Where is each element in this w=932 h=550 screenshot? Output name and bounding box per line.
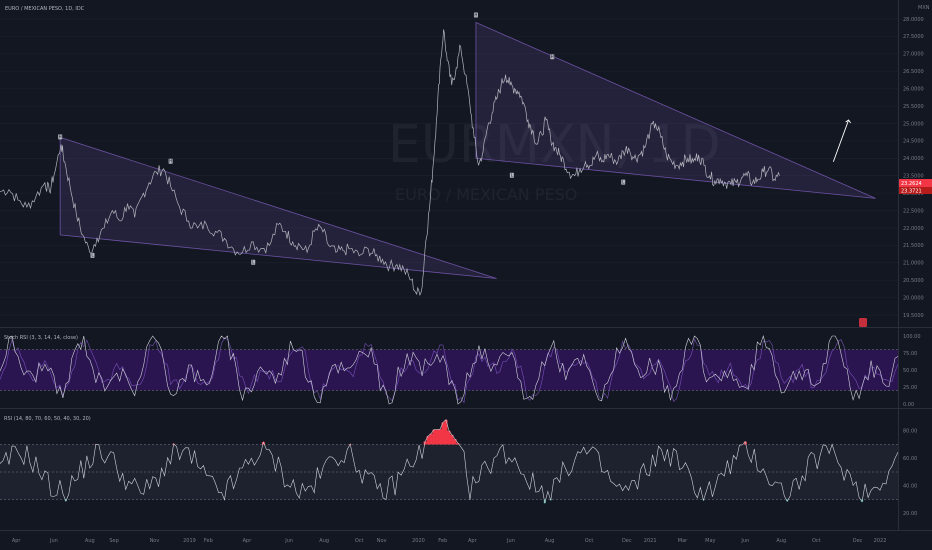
watermark-symbol: EURMXN, 1D <box>388 115 721 175</box>
pivot-marker <box>168 158 173 164</box>
price-line-series[interactable] <box>0 29 780 297</box>
rsi-tick-label: 40.00 <box>903 484 917 490</box>
pivot-marker <box>473 12 478 18</box>
time-tick-label: Oct <box>585 538 594 544</box>
time-tick-label: Aug <box>545 538 555 544</box>
price-tick-label: 21.0000 <box>903 261 924 267</box>
time-tick-label: Oct <box>812 538 821 544</box>
rsi-axis[interactable]: 80.00 60.00 40.00 20.00 <box>903 429 917 518</box>
price-pane[interactable]: H L H L H L H L <box>0 12 898 316</box>
time-tick-label: Nov <box>377 538 387 544</box>
triangle-pattern[interactable] <box>59 136 497 279</box>
chart-title: EURO / MEXICAN PESO, 1D, IDC <box>5 6 85 12</box>
stoch-tick-label: 25.00 <box>903 385 917 391</box>
stoch-tick-label: 100.00 <box>903 334 921 340</box>
time-tick-label: Apr <box>243 538 253 544</box>
price-tick-label: 27.5000 <box>903 34 924 40</box>
stoch-tick-label: 0.00 <box>903 402 914 408</box>
pivot-marker-label: H <box>59 134 62 139</box>
time-tick-label: Dec <box>853 538 863 544</box>
time-tick-label: 2022 <box>874 538 887 544</box>
time-tick-label: May <box>705 538 715 544</box>
time-tick-label: Aug <box>85 538 95 544</box>
time-tick-label: 2020 <box>412 538 425 544</box>
pivot-marker-label: H <box>551 54 554 59</box>
time-tick-label: Jun <box>284 538 293 544</box>
time-tick-label: Oct <box>355 538 364 544</box>
pivot-marker-label: L <box>91 253 94 258</box>
watermark-name: EURO / MEXICAN PESO <box>395 185 577 204</box>
scroll-to-realtime-button[interactable] <box>859 318 867 327</box>
price-tick-label: 28.0000 <box>903 17 924 23</box>
time-tick-label: Dec <box>622 538 632 544</box>
time-tick-label: Feb <box>204 538 213 544</box>
time-tick-label: Sep <box>109 538 118 544</box>
time-tick-label: Apr <box>468 538 478 544</box>
stoch-rsi-title: Stoch RSI (3, 3, 14, 14, close) <box>4 335 78 341</box>
pivot-marker-label: L <box>252 260 255 265</box>
rsi-pane[interactable] <box>0 419 899 504</box>
price-tick-label: 21.5000 <box>903 243 924 249</box>
price-tick-label: 19.5000 <box>903 313 924 319</box>
pivot-marker-label: H <box>169 159 172 164</box>
stoch-axis[interactable]: 100.00 75.00 50.00 25.00 0.00 <box>903 334 921 408</box>
time-tick-label: Nov <box>150 538 160 544</box>
pivot-marker <box>58 134 63 140</box>
price-tick-label: 25.0000 <box>903 121 924 127</box>
price-tick-label: 24.0000 <box>903 156 924 162</box>
price-tick-label: 20.0000 <box>903 295 924 301</box>
price-tick-label: 26.5000 <box>903 69 924 75</box>
stoch-tick-label: 75.00 <box>903 351 917 357</box>
pivot-marker-label: L <box>622 179 625 184</box>
stoch-tick-label: 50.00 <box>903 368 917 374</box>
pivot-marker <box>621 179 626 185</box>
time-tick-label: Apr <box>12 538 22 544</box>
last-price-value: 23.2624 <box>901 181 922 187</box>
time-tick-label: Aug <box>776 538 786 544</box>
time-tick-label: Jun <box>740 538 749 544</box>
price-tick-label: 22.5000 <box>903 208 924 214</box>
rsi-line[interactable] <box>0 419 899 504</box>
pivot-marker <box>550 54 555 60</box>
time-tick-label: Feb <box>438 538 447 544</box>
pivot-marker <box>251 259 256 265</box>
stoch-k-line[interactable] <box>0 334 899 405</box>
stoch-rsi-pane[interactable] <box>0 334 899 405</box>
currency-label: MXN <box>918 5 930 11</box>
price-tick-label: 27.0000 <box>903 52 924 58</box>
time-tick-label: Aug <box>319 538 329 544</box>
rsi-tick-label: 60.00 <box>903 456 917 462</box>
price-tick-label: 23.5000 <box>903 174 924 180</box>
rsi-tick-label: 20.00 <box>903 511 917 517</box>
triangle-pattern[interactable] <box>475 21 876 199</box>
last-price-badge: 23.2624 23.3721 <box>899 179 932 195</box>
pivot-marker <box>90 252 95 258</box>
price-tick-label: 22.0000 <box>903 226 924 232</box>
time-tick-label: Jun <box>506 538 515 544</box>
rsi-title: RSI (14, 80, 70, 60, 50, 40, 30, 20) <box>4 416 91 422</box>
forecast-arrow-head <box>845 119 851 124</box>
time-tick-label: 2019 <box>183 538 196 544</box>
price-tick-label: 24.5000 <box>903 139 924 145</box>
time-tick-label: Mar <box>678 538 688 544</box>
time-tick-label: 2021 <box>644 538 657 544</box>
pivot-marker <box>509 172 514 178</box>
rsi-tick-label: 80.00 <box>903 429 917 435</box>
time-tick-label: Jun <box>49 538 58 544</box>
forecast-arrow[interactable] <box>832 119 850 162</box>
time-axis[interactable]: Apr Jun Aug Sep Nov 2019 Feb Apr Jun Aug Oct Nov 202… <box>12 538 887 544</box>
price-tick-label: 20.5000 <box>903 278 924 284</box>
price-tick-label: 26.0000 <box>903 86 924 92</box>
last-price-extra: 23.3721 <box>901 189 922 195</box>
price-tick-label: 25.5000 <box>903 104 924 110</box>
pivot-marker-label: L <box>511 173 514 178</box>
pivot-marker-label: H <box>474 12 477 17</box>
